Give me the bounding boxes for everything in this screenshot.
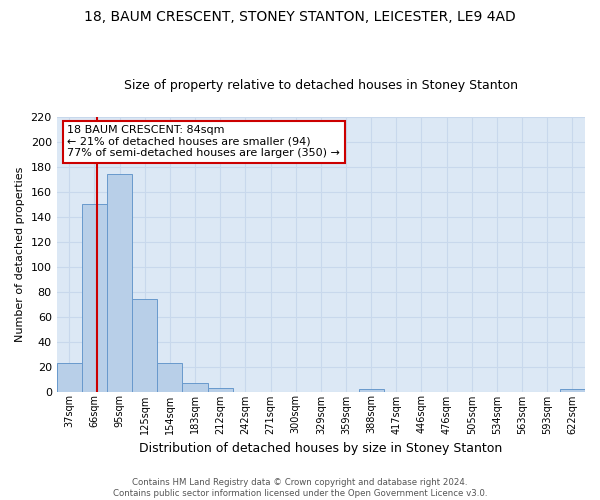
Bar xyxy=(157,363,182,392)
Text: Contains HM Land Registry data © Crown copyright and database right 2024.
Contai: Contains HM Land Registry data © Crown c… xyxy=(113,478,487,498)
Bar xyxy=(182,383,208,392)
Title: Size of property relative to detached houses in Stoney Stanton: Size of property relative to detached ho… xyxy=(124,79,518,92)
X-axis label: Distribution of detached houses by size in Stoney Stanton: Distribution of detached houses by size … xyxy=(139,442,502,455)
Text: 18 BAUM CRESCENT: 84sqm
← 21% of detached houses are smaller (94)
77% of semi-de: 18 BAUM CRESCENT: 84sqm ← 21% of detache… xyxy=(67,125,340,158)
Bar xyxy=(560,389,585,392)
Bar xyxy=(82,204,107,392)
Text: 18, BAUM CRESCENT, STONEY STANTON, LEICESTER, LE9 4AD: 18, BAUM CRESCENT, STONEY STANTON, LEICE… xyxy=(84,10,516,24)
Y-axis label: Number of detached properties: Number of detached properties xyxy=(15,166,25,342)
Bar xyxy=(132,299,157,392)
Bar xyxy=(208,388,233,392)
Bar xyxy=(107,174,132,392)
Bar xyxy=(359,389,384,392)
Bar xyxy=(56,363,82,392)
